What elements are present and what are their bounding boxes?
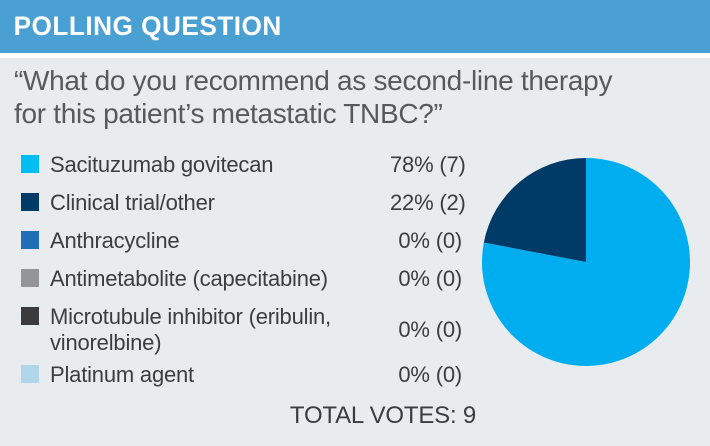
legend-value: 0% (0) <box>398 317 462 342</box>
legend-swatch <box>21 193 39 211</box>
legend-swatch <box>21 365 39 383</box>
legend-swatch <box>21 231 39 249</box>
legend-label: Clinical trial/other <box>50 190 215 215</box>
legend: Sacituzumab govitecan 78% (7) Clinical tri… <box>21 152 466 400</box>
legend-row: Sacituzumab govitecan 78% (7) <box>21 152 466 178</box>
legend-label: Anthracycline <box>50 228 180 253</box>
legend-value: 0% (0) <box>398 266 462 291</box>
legend-row: Antimetabolite (capecitabine) 0% (0) <box>21 266 462 292</box>
legend-swatch <box>21 307 39 325</box>
legend-swatch <box>21 155 39 173</box>
question-line-1: “What do you recommend as second-line th… <box>14 65 613 96</box>
legend-swatch <box>21 269 39 287</box>
pie-slice <box>483 158 586 262</box>
legend-value: 0% (0) <box>398 228 462 253</box>
header-bar: POLLING QUESTION <box>0 0 710 53</box>
question-text: “What do you recommend as second-line th… <box>14 64 684 130</box>
total-votes: TOTAL VOTES: 9 <box>289 402 477 429</box>
legend-row: Anthracycline 0% (0) <box>21 228 462 254</box>
card-body: “What do you recommend as second-line th… <box>0 58 710 446</box>
pie-slice <box>482 158 690 366</box>
legend-label: Antimetabolite (capecitabine) <box>50 266 328 291</box>
legend-label: Platinum agent <box>50 362 194 387</box>
header-title: POLLING QUESTION <box>13 11 282 41</box>
legend-value: 0% (0) <box>398 362 462 387</box>
legend-label: Sacituzumab govitecan <box>50 152 274 177</box>
legend-label: Microtubule inhibitor (eribulin, vinorel… <box>50 304 331 355</box>
legend-value: 78% (7) <box>390 152 466 177</box>
pie-chart <box>482 158 690 366</box>
legend-row: Platinum agent 0% (0) <box>21 362 462 388</box>
legend-row: Microtubule inhibitor (eribulin, vinorel… <box>21 304 462 356</box>
legend-value: 22% (2) <box>390 190 466 215</box>
legend-row: Clinical trial/other 22% (2) <box>21 190 466 216</box>
question-line-2: for this patient’s metastatic TNBC?” <box>14 98 443 129</box>
